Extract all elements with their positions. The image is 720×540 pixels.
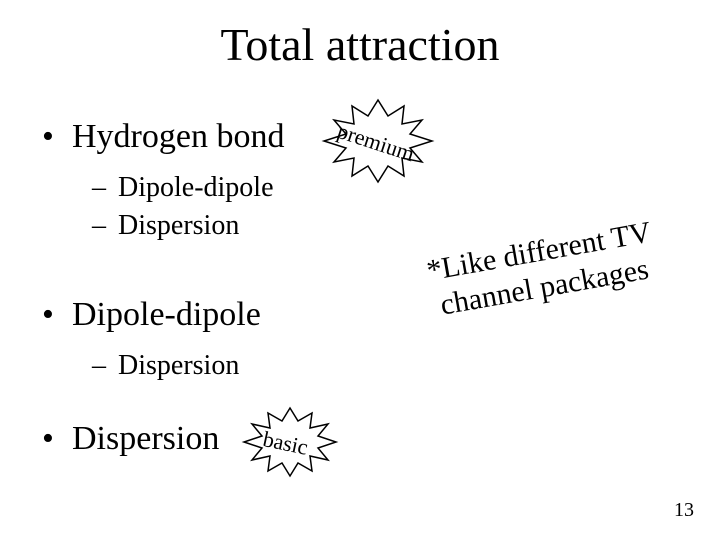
bullet-hydrogen-bond: Hydrogen bond [72,118,284,156]
bullet-mark: • [42,118,54,156]
bullet-mark: • [42,420,54,458]
slide: Total attraction • Hydrogen bond premium… [0,0,720,540]
sub-bullet-mark: – [92,210,106,242]
slide-title: Total attraction [0,18,720,71]
bullet-dispersion: Dispersion [72,420,219,458]
sub-bullet-mark: – [92,350,106,382]
bullet-dipole-dipole: Dipole-dipole [72,296,261,334]
bullet-mark: • [42,296,54,334]
sub-bullet-dispersion-1: Dispersion [118,210,239,242]
sub-bullet-dispersion-2: Dispersion [118,350,239,382]
analogy-text: *Like different TV channel packages [424,215,660,325]
page-number: 13 [674,499,694,522]
sub-bullet-mark: – [92,172,106,204]
sub-bullet-dipole-dipole: Dipole-dipole [118,172,274,204]
